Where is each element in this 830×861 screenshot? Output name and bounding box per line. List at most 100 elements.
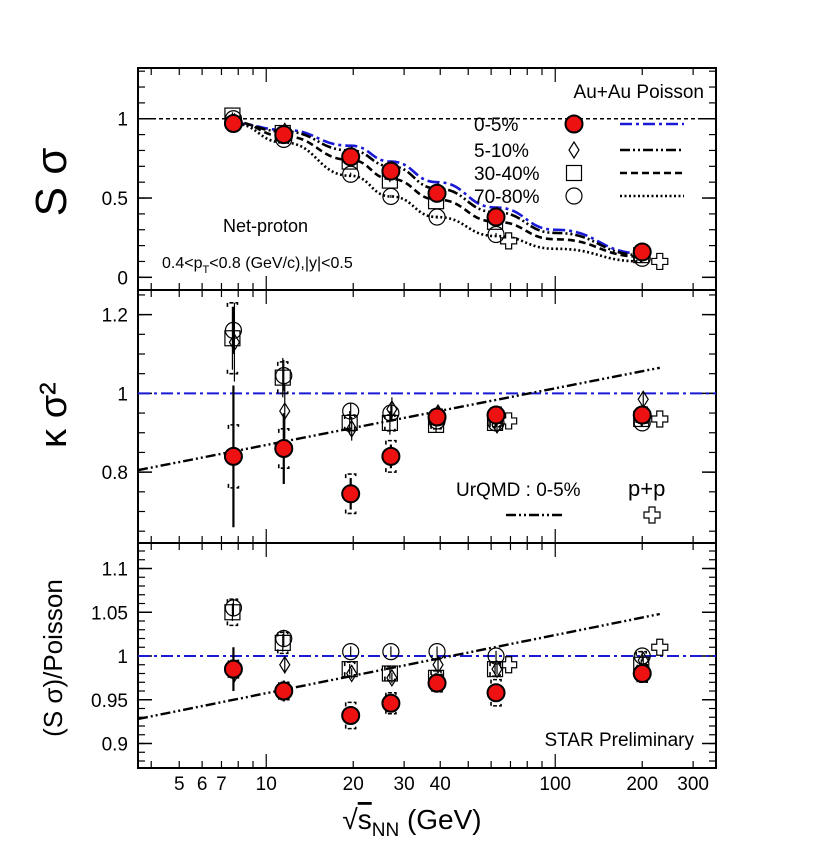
data-point-5-10%: [491, 659, 503, 679]
y-tick-label: 1: [117, 384, 128, 405]
sys-bracket: [344, 701, 357, 730]
data-point-5-10%: [386, 668, 398, 688]
legend-marker-3: [565, 187, 583, 205]
data-point-70-80%: [342, 643, 360, 661]
panel-s-sigma-over-poisson: 0.9 0.95 1 1.05 1.1: [91, 542, 717, 769]
panel-frame: [137, 289, 717, 544]
legend-marker-1: [568, 140, 580, 160]
x-tick-label: 200: [626, 774, 658, 795]
legend-label-0: 0-5%: [474, 115, 518, 136]
data-point-5-10%: [279, 655, 291, 674]
data-point-30-40%: [224, 604, 241, 621]
kinematics-sub: T: [202, 264, 209, 276]
y-tick-label: 1.1: [102, 560, 128, 581]
data-point-0-5%: [381, 161, 401, 181]
data-point-0-5%: [486, 207, 506, 227]
data-point-0-5%: [632, 242, 652, 262]
urqmd-label: UrQMD : 0-5%: [456, 480, 581, 501]
xlabel-s: s: [358, 804, 372, 835]
data-point-0-5%: [274, 681, 294, 701]
data-point-5-10%: [432, 655, 444, 674]
pp-marker: [651, 252, 669, 271]
pp-label: p+p: [628, 476, 665, 501]
y-tick-label: 0: [117, 268, 128, 289]
data-point-0-5%: [223, 659, 243, 679]
data-point-0-5%: [486, 683, 506, 703]
data-point-30-40%: [341, 661, 358, 678]
legend: 0-5% 5-10%30-40%70-80%: [474, 114, 684, 524]
data-point-5-10%: [386, 399, 398, 419]
data-point-0-5%: [632, 405, 652, 425]
data-point-5-10%: [345, 664, 358, 683]
urqmd-line: [138, 612, 661, 721]
data-point-30-40%: [274, 634, 291, 651]
data-point-30-40%: [224, 330, 241, 347]
data-point-0-5%: [427, 673, 447, 693]
ylabel-s-sigma: S σ: [27, 148, 76, 217]
poisson-curve-3: [233, 122, 643, 263]
ylabel-kappa-sigma2: κ σ²: [33, 382, 75, 448]
y-tick-label: 0.9: [102, 735, 128, 756]
data-point-30-40%: [381, 665, 398, 682]
sys-bracket: [277, 428, 290, 469]
y-tick-label: 1: [117, 110, 128, 131]
pp-marker: [651, 410, 669, 428]
kinematics-label: 0.4<pT<0.8 (GeV/c),|y|<0.5: [162, 255, 353, 276]
data-point-0-5%: [341, 484, 361, 504]
legend-marker-0: [564, 114, 584, 134]
net-proton-label: Net-proton: [223, 216, 308, 236]
data-point-30-40%: [274, 369, 291, 386]
data-point-70-80%: [382, 643, 400, 661]
x-tick-label: 6: [197, 774, 208, 795]
data-point-0-5%: [223, 114, 243, 133]
data-point-0-5%: [486, 405, 506, 425]
y-tick-label: 0.5: [102, 189, 128, 210]
plot-area: [138, 598, 716, 730]
legend-label-1: 5-10%: [474, 141, 529, 162]
xlabel: √sNN (GeV): [342, 804, 481, 841]
panel-s-sigma: 00.51: [102, 67, 717, 291]
panel-kappa-sigma2: 0.8 1 1.2: [102, 289, 717, 544]
sys-bracket: [227, 424, 240, 489]
xlabel-sub: NN: [372, 820, 399, 841]
ylabel-s-sigma-poisson: (S σ)/Poisson: [38, 579, 68, 737]
data-point-30-40%: [341, 414, 358, 432]
data-point-0-5%: [632, 664, 652, 683]
x-axis: 5 6 7 10 20 30 40 100 200 300: [174, 774, 709, 795]
poisson-curve-0: [233, 122, 643, 255]
sys-bracket: [344, 473, 357, 515]
data-point-70-80%: [382, 404, 400, 422]
x-tick-label: 5: [174, 774, 185, 795]
x-tick-label: 10: [256, 774, 277, 795]
sys-bracket: [385, 439, 397, 473]
legend-pp-marker: [643, 506, 661, 524]
data-point-5-10%: [345, 419, 358, 438]
sys-bracket: [226, 302, 239, 375]
x-tick-label: 30: [394, 774, 415, 795]
xlabel-suffix: (GeV): [399, 804, 481, 835]
data-point-0-5%: [427, 407, 447, 427]
data-point-0-5%: [341, 147, 361, 167]
data-point-70-80%: [342, 402, 360, 420]
data-point-0-5%: [427, 183, 447, 203]
x-tick-label: 7: [216, 774, 227, 795]
data-point-0-5%: [274, 439, 294, 458]
sys-bracket: [490, 678, 502, 707]
kinematics-suffix: <0.8 (GeV/c),|y|<0.5: [209, 255, 353, 272]
legend-label-2: 30-40%: [474, 164, 540, 185]
legend-label-3: 70-80%: [474, 187, 540, 208]
sys-bracket: [226, 598, 239, 627]
pp-marker: [500, 232, 518, 250]
data-point-0-5%: [223, 446, 243, 466]
x-tick-label: 40: [430, 774, 451, 795]
x-tick-label: 300: [677, 774, 709, 795]
data-point-30-40%: [381, 414, 398, 432]
sys-bracket: [276, 631, 289, 655]
y-tick-label: 1: [117, 647, 128, 668]
data-point-0-5%: [274, 125, 294, 145]
data-point-0-5%: [381, 693, 401, 713]
plot-area: [138, 302, 716, 528]
data-point-70-80%: [428, 643, 446, 661]
data-point-0-5%: [381, 446, 401, 466]
